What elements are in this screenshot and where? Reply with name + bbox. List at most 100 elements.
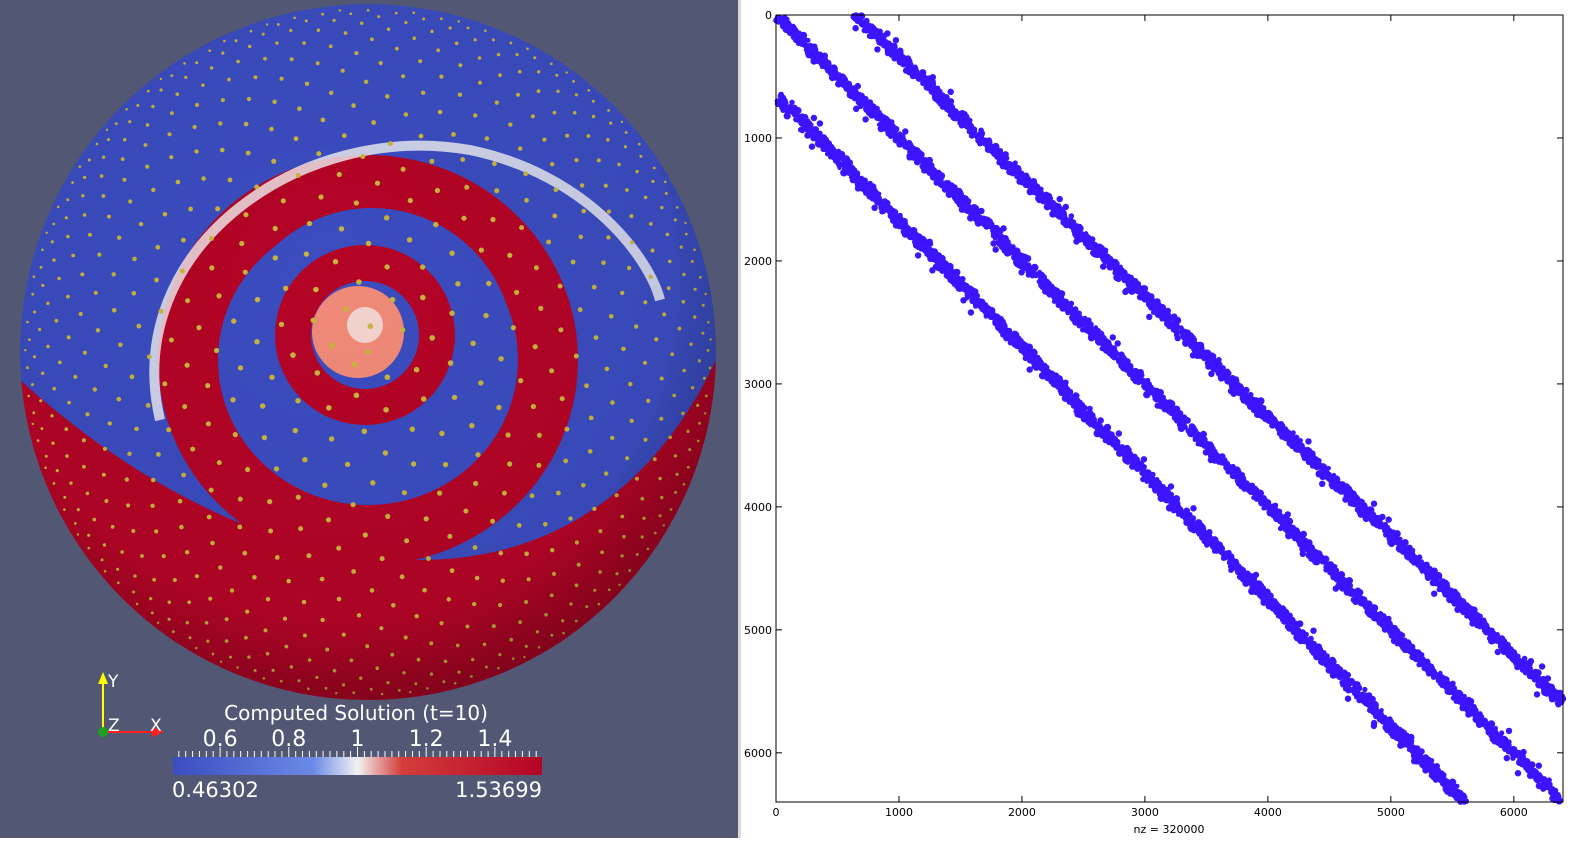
spy-marker (1253, 403, 1258, 408)
spy-marker (1077, 323, 1083, 329)
spy-marker (1190, 505, 1196, 511)
spy-marker (984, 314, 989, 319)
spy-marker (893, 37, 899, 43)
spy-marker (1460, 607, 1467, 614)
spy-marker (1506, 750, 1511, 755)
spy-marker (806, 38, 811, 43)
spy-marker (1515, 770, 1521, 776)
spy-marker (1208, 371, 1214, 377)
spy-marker (1088, 244, 1095, 251)
spy-marker (947, 263, 954, 270)
spy-marker (1506, 728, 1512, 734)
spy-marker (1504, 755, 1510, 761)
spy-marker (993, 246, 999, 252)
spy-marker (1160, 317, 1165, 322)
spy-marker (837, 166, 841, 170)
spy-marker (959, 123, 965, 129)
spy-marker (1097, 253, 1102, 258)
spy-marker (1116, 430, 1122, 436)
spy-marker (1305, 438, 1311, 444)
spy-marker (1073, 238, 1079, 244)
spy-marker (1099, 434, 1104, 439)
spy-marker (1386, 516, 1392, 522)
spy-marker (817, 120, 823, 126)
spy-marker (1510, 756, 1515, 761)
spy-marker (800, 128, 805, 133)
spy-marker (1425, 575, 1431, 581)
spy-marker (1167, 408, 1173, 414)
spy-marker (809, 143, 815, 149)
spy-marker (1190, 352, 1196, 358)
spy-marker (1431, 675, 1436, 680)
spy-marker (1116, 276, 1122, 282)
spy-marker (891, 55, 897, 61)
spy-marker (1081, 405, 1087, 411)
spy-marker (1314, 465, 1320, 471)
spy-marker (1002, 244, 1007, 249)
spy-marker (1333, 575, 1339, 581)
spy-marker (1023, 182, 1029, 188)
spy-marker (1319, 558, 1324, 563)
spy-marker (968, 309, 974, 315)
spy-marker (990, 240, 996, 246)
y-axis-label: Y (107, 672, 119, 692)
spy-marker (1371, 501, 1377, 507)
spy-marker (1218, 459, 1224, 465)
spy-marker (1418, 566, 1423, 571)
spy-marker (1096, 340, 1102, 346)
spy-marker (927, 253, 933, 259)
colorbar-max-label: 1.53699 (455, 778, 542, 802)
spy-marker (1466, 613, 1471, 618)
spy-marker (1532, 678, 1537, 683)
spy-marker (1180, 512, 1187, 519)
spy-marker (1027, 366, 1033, 372)
spy-marker (874, 46, 880, 52)
spy-marker (1551, 698, 1556, 703)
spy-marker (1004, 250, 1011, 257)
spy-marker (1312, 558, 1319, 565)
spy-marker (1540, 786, 1546, 792)
spy-marker (782, 105, 787, 110)
spy-marker (907, 155, 913, 161)
spy-marker (804, 46, 811, 53)
spy-marker (1057, 196, 1063, 202)
spy-marker (946, 108, 951, 113)
spy-marker (862, 116, 868, 122)
spy-marker (1333, 585, 1339, 591)
y-axis-arrowhead (98, 672, 108, 684)
colorbar-gradient (173, 757, 542, 775)
spy-marker (952, 113, 959, 120)
spy-marker (1319, 481, 1325, 487)
spy-marker (1143, 391, 1150, 398)
spy-marker (1039, 372, 1046, 379)
spy-marker (957, 286, 963, 292)
spy-marker (1023, 258, 1028, 263)
spy-marker (1018, 269, 1024, 275)
spy-marker (1175, 335, 1181, 341)
spy-marker (811, 115, 817, 121)
spy-marker (914, 159, 921, 166)
spy-marker (1201, 356, 1207, 362)
spy-marker (1536, 763, 1542, 769)
spy-marker (1051, 209, 1056, 214)
spy-marker (1480, 721, 1487, 728)
spy-marker (852, 25, 858, 31)
spy-marker (1122, 289, 1128, 295)
spy-marker (868, 111, 874, 117)
spy-marker (1555, 701, 1561, 707)
x-axis-label: X (150, 716, 162, 736)
spy-marker (1534, 691, 1540, 697)
spy-marker (1042, 284, 1047, 289)
spy-marker (1495, 649, 1501, 655)
spy-marker (1352, 501, 1358, 507)
spy-marker (1423, 566, 1428, 571)
spy-marker (1212, 549, 1217, 554)
spy-marker (960, 297, 966, 303)
spy-marker (855, 185, 861, 191)
z-axis-dot (98, 727, 108, 737)
spy-marker (1431, 591, 1437, 597)
